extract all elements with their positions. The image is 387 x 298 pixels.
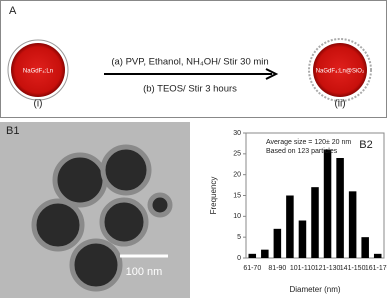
scale-label: 100 nm xyxy=(126,266,163,278)
y-axis-label: Frequency xyxy=(209,177,218,215)
stage-label: (i) xyxy=(34,99,43,110)
annotation: Average size = 120± 20 nm xyxy=(266,139,351,146)
x-tick-label: 121-130 xyxy=(315,265,341,272)
bar xyxy=(261,249,269,258)
panel-label: B2 xyxy=(359,139,372,151)
bar xyxy=(361,237,369,258)
particle-label: NaGdF₄:Ln xyxy=(23,69,53,75)
x-tick-label: 141-150 xyxy=(340,265,366,272)
bar xyxy=(273,228,282,258)
y-tick-label: 15 xyxy=(233,192,241,199)
panel-label: A xyxy=(9,5,17,17)
bar xyxy=(248,253,257,258)
particle-core xyxy=(11,43,65,97)
y-tick-label: 5 xyxy=(237,234,241,241)
bar xyxy=(298,220,307,258)
bar xyxy=(373,253,382,258)
step-text: (a) PVP, Ethanol, NH₄OH/ Stir 30 min xyxy=(111,57,268,68)
y-tick-label: 30 xyxy=(233,130,241,137)
stage-label: (ii) xyxy=(334,99,345,110)
panel-label: B1 xyxy=(6,125,19,137)
tem-particles xyxy=(31,144,173,292)
bar xyxy=(323,149,332,258)
x-tick-label: 81-90 xyxy=(268,265,286,272)
bar xyxy=(286,195,294,258)
annotation: Based on 123 particles xyxy=(266,148,338,155)
x-tick-label: 161-170 xyxy=(365,265,387,272)
x-axis-label: Diameter (nm) xyxy=(289,285,340,294)
step-text: (b) TEOS/ Stir 3 hours xyxy=(143,84,237,95)
x-tick-label: 61-70 xyxy=(243,265,261,272)
particle-core xyxy=(313,43,367,97)
bar xyxy=(336,158,344,258)
bar xyxy=(348,191,357,258)
particle-label: NaGdF₄:Ln@SiO₂ xyxy=(316,69,365,75)
x-tick-label: 101-110 xyxy=(290,265,315,272)
y-tick-label: 10 xyxy=(233,213,241,220)
y-tick-label: 0 xyxy=(237,255,241,262)
y-tick-label: 25 xyxy=(233,151,241,158)
y-tick-label: 20 xyxy=(233,172,241,179)
arrow-head xyxy=(265,68,279,80)
bar xyxy=(311,187,319,258)
